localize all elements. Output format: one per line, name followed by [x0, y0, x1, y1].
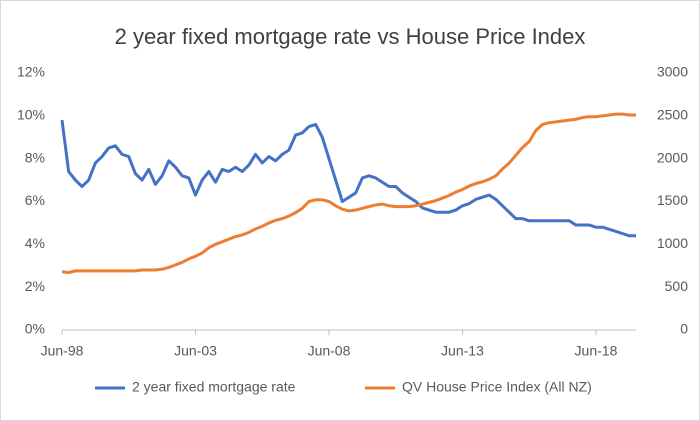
y-tick-label: 12% [17, 64, 45, 80]
x-tick-label: Jun-08 [308, 343, 351, 359]
x-tick-label: Jun-13 [441, 343, 484, 359]
legend-label: 2 year fixed mortgage rate [132, 379, 296, 395]
legend-label: QV House Price Index (All NZ) [402, 379, 592, 395]
y2-tick-label: 3000 [657, 64, 688, 80]
y-tick-label: 8% [25, 149, 45, 165]
y-tick-label: 0% [25, 321, 45, 337]
y2-tick-label: 500 [665, 278, 689, 294]
y2-tick-label: 0 [680, 321, 688, 337]
y2-tick-label: 2500 [657, 107, 688, 123]
x-tick-label: Jun-98 [41, 343, 84, 359]
y-tick-label: 6% [25, 192, 45, 208]
x-tick-label: Jun-03 [174, 343, 217, 359]
data-line [61, 112, 636, 275]
y-tick-label: 10% [17, 107, 45, 123]
y2-tick-label: 1500 [657, 192, 688, 208]
y2-tick-label: 2000 [657, 149, 688, 165]
y-tick-label: 2% [25, 278, 45, 294]
x-tick-label: Jun-18 [575, 343, 618, 359]
y-tick-label: 4% [25, 235, 45, 251]
y2-tick-label: 1000 [657, 235, 688, 251]
chart-title: 2 year fixed mortgage rate vs House Pric… [115, 24, 586, 49]
data-line [60, 119, 636, 238]
